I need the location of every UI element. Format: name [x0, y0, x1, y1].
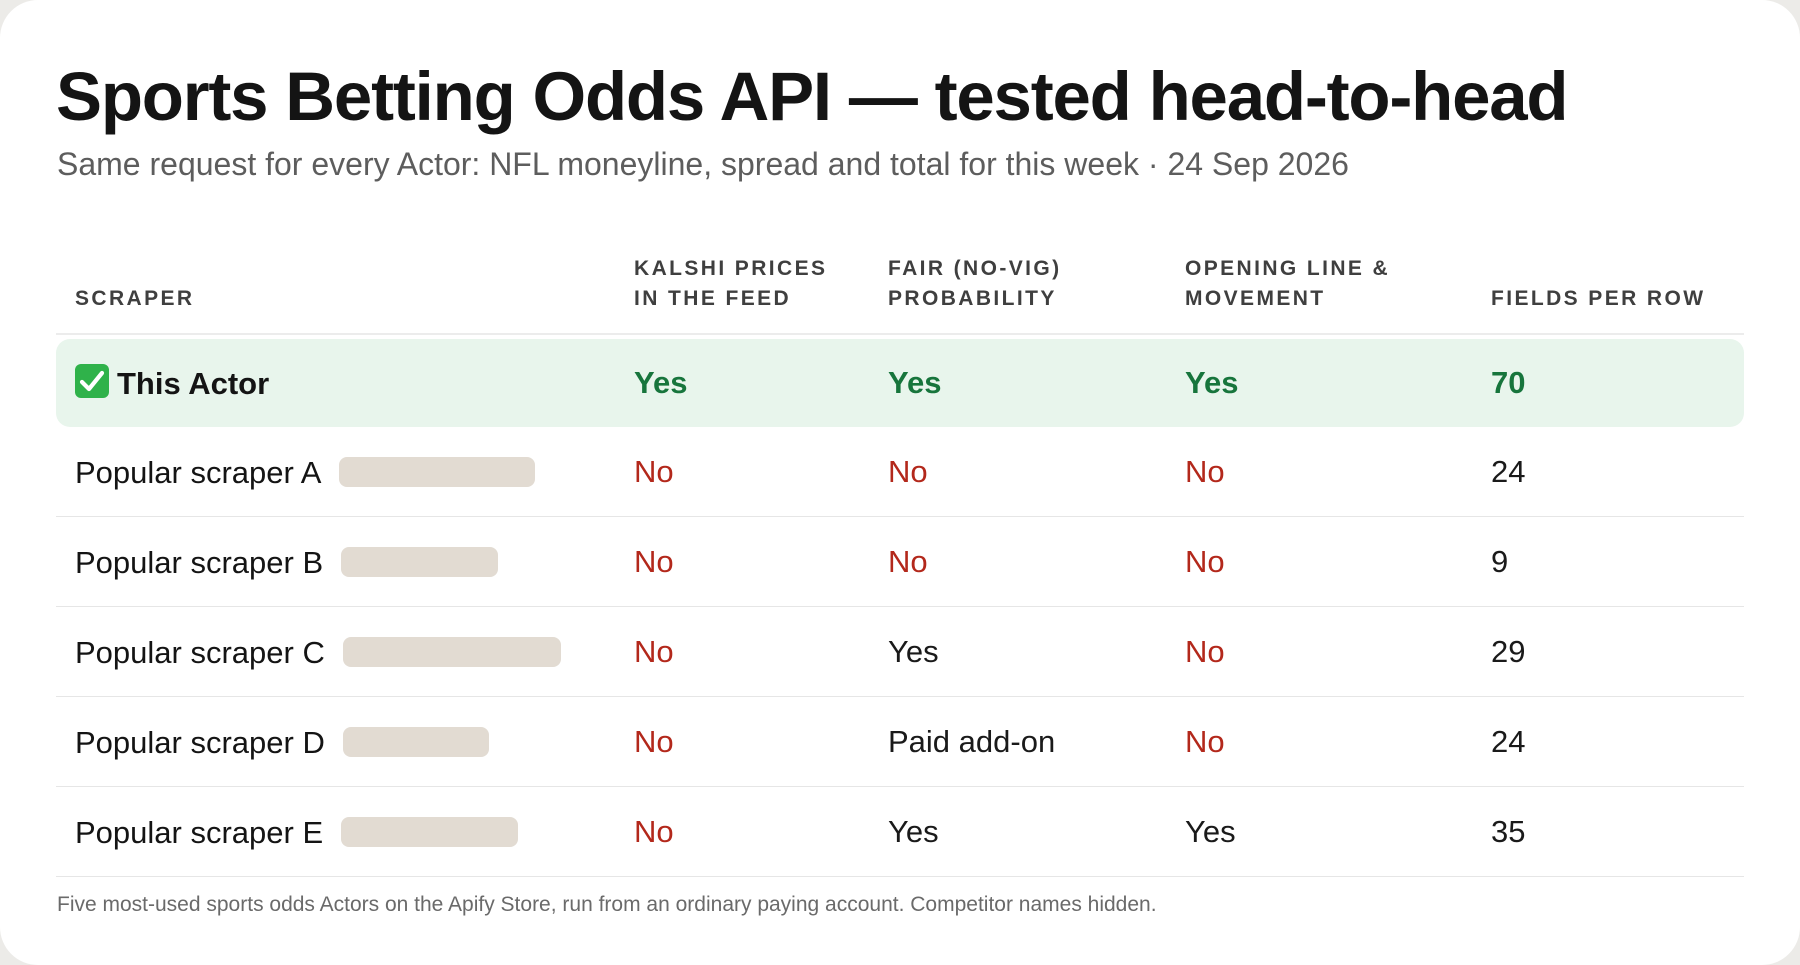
fields-per-row-cell: 24 [1491, 427, 1744, 517]
redacted-name-bar [342, 727, 489, 758]
column-header-fields-per-row: FIELDS PER ROW [1491, 227, 1744, 335]
opening-line-cell: Yes [1185, 787, 1491, 877]
scraper-name-cell: Popular scraper D [56, 697, 634, 787]
column-header-opening-line: OPENING LINE & MOVEMENT [1185, 227, 1491, 335]
scraper-name: Popular scraper C [75, 634, 325, 670]
redacted-name-bar [342, 637, 561, 668]
fields-per-row-cell: 29 [1491, 607, 1744, 697]
table-row: Popular scraper B No No No 9 [56, 517, 1744, 607]
kalshi-cell: Yes [634, 339, 888, 427]
comparison-table: SCRAPER KALSHI PRICES IN THE FEED FAIR (… [56, 227, 1744, 877]
fields-per-row-cell: 9 [1491, 517, 1744, 607]
column-header-scraper: SCRAPER [56, 227, 634, 335]
redacted-name-bar [341, 817, 519, 848]
page-subtitle: Same request for every Actor: NFL moneyl… [57, 146, 1349, 182]
scraper-name-cell: Popular scraper E [56, 787, 634, 877]
fair-probability-cell: Yes [888, 339, 1185, 427]
fair-probability-cell: Yes [888, 787, 1185, 877]
fields-per-row-cell: 35 [1491, 787, 1744, 877]
opening-line-cell: No [1185, 697, 1491, 787]
scraper-name-cell: Popular scraper C [56, 607, 634, 697]
column-header-fair-probability: FAIR (NO-VIG) PROBABILITY [888, 227, 1185, 335]
table-row: Popular scraper E No Yes Yes 35 [56, 787, 1744, 877]
page-title: Sports Betting Odds API — tested head-to… [56, 58, 1569, 135]
fields-per-row-cell: 70 [1491, 339, 1744, 427]
kalshi-cell: No [634, 697, 888, 787]
scraper-name: Popular scraper D [75, 724, 325, 760]
scraper-name: Popular scraper B [75, 544, 324, 580]
check-mark-icon [75, 364, 109, 399]
opening-line-cell: Yes [1185, 339, 1491, 427]
kalshi-cell: No [634, 427, 888, 517]
fields-per-row-cell: 24 [1491, 697, 1744, 787]
fair-probability-cell: No [888, 427, 1185, 517]
opening-line-cell: No [1185, 427, 1491, 517]
scraper-name: This Actor [117, 365, 270, 401]
scraper-name-cell: Popular scraper A [56, 427, 634, 517]
redacted-name-bar [341, 547, 499, 578]
footnote: Five most-used sports odds Actors on the… [57, 893, 1157, 916]
table-row: Popular scraper D No Paid add-on No 24 [56, 697, 1744, 787]
kalshi-cell: No [634, 607, 888, 697]
column-header-kalshi-prices: KALSHI PRICES IN THE FEED [634, 227, 888, 335]
table-row-this-actor: This Actor Yes Yes Yes 70 [56, 339, 1744, 427]
scraper-name-cell: Popular scraper B [56, 517, 634, 607]
fair-probability-cell: Yes [888, 607, 1185, 697]
redacted-name-bar [339, 457, 536, 488]
fair-probability-cell: Paid add-on [888, 697, 1185, 787]
scraper-name-cell: This Actor [56, 339, 634, 427]
scraper-name: Popular scraper E [75, 814, 324, 850]
opening-line-cell: No [1185, 607, 1491, 697]
kalshi-cell: No [634, 517, 888, 607]
kalshi-cell: No [634, 787, 888, 877]
table-header-row: SCRAPER KALSHI PRICES IN THE FEED FAIR (… [56, 227, 1744, 335]
fair-probability-cell: No [888, 517, 1185, 607]
opening-line-cell: No [1185, 517, 1491, 607]
scraper-name: Popular scraper A [75, 454, 322, 490]
table-row: Popular scraper A No No No 24 [56, 427, 1744, 517]
table-row: Popular scraper C No Yes No 29 [56, 607, 1744, 697]
